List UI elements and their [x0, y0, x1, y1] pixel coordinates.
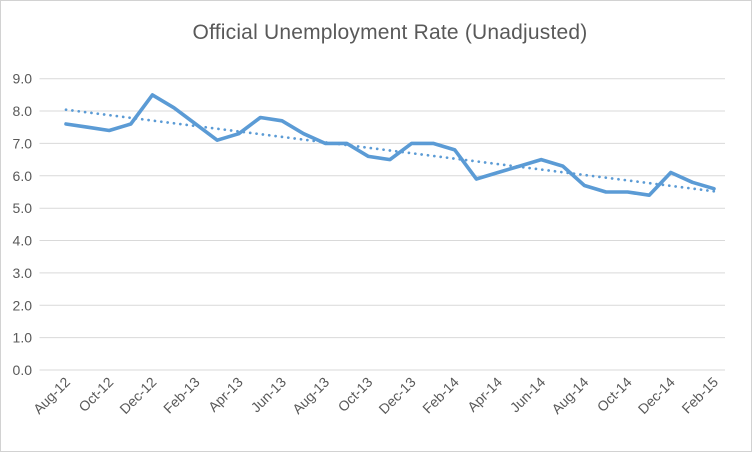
y-tick-label: 8.0: [13, 103, 33, 119]
y-tick-label: 7.0: [13, 135, 33, 151]
x-tick-label: Apr-14: [464, 374, 505, 415]
y-tick-label: 1.0: [13, 330, 33, 346]
x-tick-label: Dec-13: [375, 374, 418, 417]
x-tick-label: Dec-14: [635, 374, 678, 417]
x-tick-label: Apr-13: [205, 374, 246, 415]
x-tick-label: Jun-13: [248, 374, 290, 416]
x-tick-label: Aug-12: [30, 374, 73, 417]
chart-title: Official Unemployment Rate (Unadjusted): [192, 21, 588, 44]
y-tick-label: 6.0: [13, 168, 33, 184]
y-tick-label: 5.0: [13, 200, 33, 216]
x-tick-label: Oct-12: [75, 374, 116, 415]
x-tick-label: Jun-14: [507, 374, 549, 416]
x-tick-label: Oct-13: [334, 374, 375, 415]
x-tick-label: Aug-14: [548, 374, 591, 417]
y-tick-label: 9.0: [13, 71, 33, 87]
trendline: [64, 108, 716, 193]
y-tick-label: 2.0: [13, 297, 33, 313]
x-tick-label: Feb-13: [160, 374, 203, 417]
x-tick-label: Aug-13: [289, 374, 332, 417]
x-tick-label: Feb-14: [419, 374, 462, 417]
y-tick-label: 4.0: [13, 233, 33, 249]
x-tick-label: Feb-15: [678, 374, 721, 417]
y-tick-label: 0.0: [13, 362, 33, 378]
y-tick-label: 3.0: [13, 265, 33, 281]
series-line: [64, 93, 716, 197]
x-tick-label: Dec-12: [116, 374, 159, 417]
x-tick-label: Oct-14: [594, 374, 635, 415]
